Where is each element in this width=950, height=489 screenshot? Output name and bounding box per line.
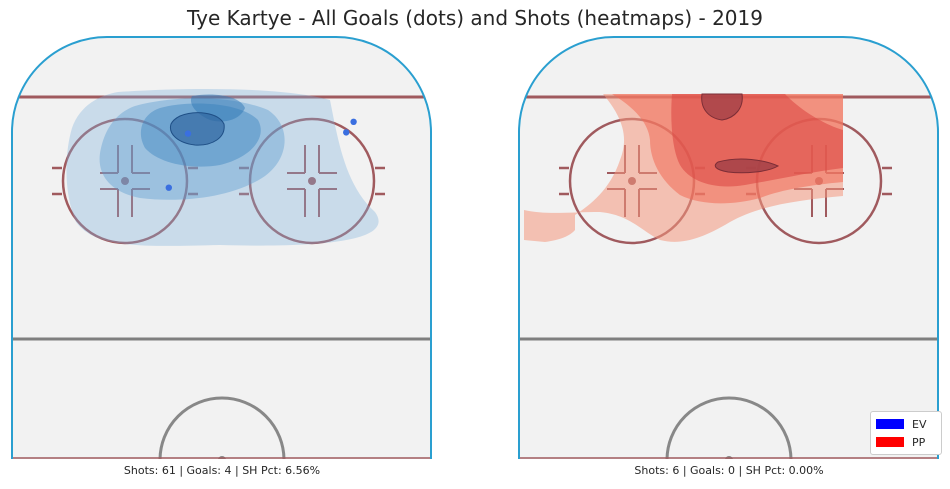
chart-title: Tye Kartye - All Goals (dots) and Shots … bbox=[187, 6, 763, 30]
rink-right-center-circle bbox=[665, 396, 793, 459]
goal-dots-ev bbox=[165, 118, 357, 191]
heatmap-pp-level-4 bbox=[701, 93, 743, 121]
panel-right-caption: Shots: 6 | Goals: 0 | SH Pct: 0.00% bbox=[634, 464, 824, 477]
heatmap-ev-level-2 bbox=[99, 98, 285, 200]
rink-left bbox=[11, 36, 432, 459]
goal-dot-ev-4 bbox=[165, 184, 172, 191]
legend-entry-ev: EV bbox=[876, 417, 926, 431]
goal-dot-ev-1 bbox=[184, 130, 192, 137]
faceoff-circle-left-2 bbox=[239, 117, 385, 245]
rink-right bbox=[518, 36, 939, 459]
heatmap-pp bbox=[524, 93, 843, 242]
heatmap-ev bbox=[66, 89, 379, 246]
rink-right-border bbox=[518, 36, 939, 459]
legend-label-pp: PP bbox=[912, 435, 926, 449]
legend-swatch-ev bbox=[876, 419, 904, 429]
rink-left-center-circle bbox=[158, 396, 286, 459]
goal-dot-ev-3 bbox=[343, 129, 350, 136]
panel-left-caption: Shots: 61 | Goals: 4 | SH Pct: 6.56% bbox=[123, 464, 321, 477]
legend-label-ev: EV bbox=[912, 417, 927, 431]
faceoff-circle-left-1 bbox=[52, 117, 198, 245]
legend: EV PP bbox=[870, 411, 942, 455]
rink-left-center-dot bbox=[218, 456, 226, 459]
heatmap-pp-level-5 bbox=[714, 158, 780, 174]
goal-dot-ev-2 bbox=[350, 118, 357, 126]
rink-left-border bbox=[11, 36, 432, 459]
heatmap-ev-level-5 bbox=[169, 112, 225, 146]
rink-right-center-dot bbox=[725, 456, 733, 459]
rink-left-ice bbox=[12, 37, 431, 459]
legend-entry-pp: PP bbox=[876, 435, 925, 449]
legend-swatch-pp bbox=[876, 437, 904, 447]
heatmap-ev-level-1 bbox=[66, 89, 379, 246]
